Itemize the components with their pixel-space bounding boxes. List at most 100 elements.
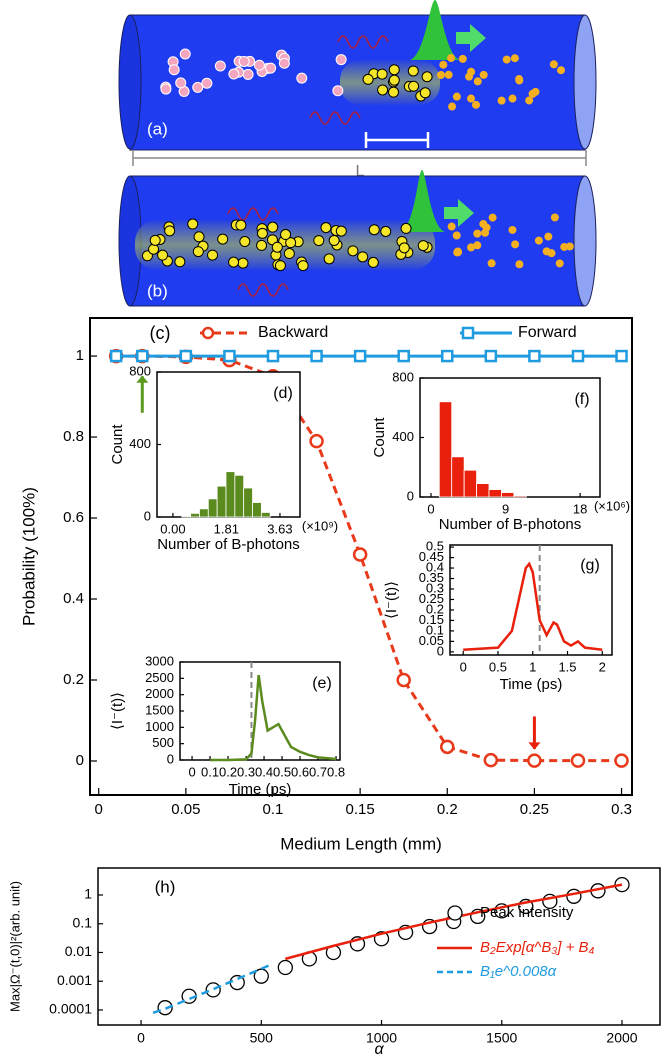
- particle: [320, 222, 332, 234]
- series-line: [463, 561, 603, 652]
- point: [527, 753, 542, 768]
- particle: [313, 235, 325, 247]
- particle: [550, 213, 559, 222]
- y-tick-label: 0.6: [63, 509, 84, 526]
- y-tick-label: 1: [76, 347, 84, 364]
- diagram-a: Lg (a) L: [118, 0, 597, 180]
- y-tick-label: 0.5: [426, 539, 444, 554]
- particle: [335, 54, 347, 66]
- particle: [388, 64, 400, 76]
- particle: [228, 68, 240, 80]
- x-tick-label: 0.2: [219, 764, 237, 779]
- x-tick-label: 1500: [486, 1030, 517, 1046]
- panel-label: (d): [273, 385, 293, 402]
- particle: [239, 236, 251, 248]
- y-tick-label: 0.1: [73, 914, 93, 930]
- y-tick-label: 0.01: [65, 943, 92, 959]
- point: [528, 349, 541, 363]
- y-tick-label: 2000: [145, 686, 174, 701]
- panel-label: (f): [574, 391, 589, 408]
- particle: [192, 81, 204, 93]
- x-tick-label: 1.81: [214, 521, 239, 536]
- bar: [501, 492, 515, 498]
- x-tick-label: 0.3: [237, 764, 255, 779]
- x-tick-label: 18: [573, 501, 587, 516]
- legend-label: Forward: [518, 324, 577, 341]
- x-tick-label: 1: [529, 659, 536, 674]
- particle: [488, 213, 497, 222]
- x-scale-label: (×10⁹): [302, 518, 338, 533]
- x-axis-label: Time (ps): [500, 676, 563, 693]
- panel: 0 0.1 0.2 0.3 0.4 0.5 0.6 0.7 0.8050010001500200…: [109, 653, 345, 798]
- legend-label: B₁e^0.008α: [480, 963, 557, 980]
- y-tick-label: 0.15: [419, 612, 444, 627]
- bar: [488, 489, 502, 498]
- particle: [256, 227, 268, 239]
- particle: [508, 94, 517, 103]
- panel-label: (g): [580, 557, 600, 574]
- point: [352, 547, 368, 562]
- y-tick-label: 0.25: [419, 591, 444, 606]
- particle: [148, 243, 160, 255]
- panel-label: (e): [312, 675, 332, 692]
- point: [179, 349, 193, 363]
- y-tick-label: 400: [129, 436, 151, 451]
- particle: [376, 68, 388, 80]
- x-axis-label: α: [374, 1041, 384, 1058]
- x-axis-label: Number of B-photons: [157, 536, 300, 553]
- particle: [467, 243, 476, 252]
- y-tick-label: 0: [407, 488, 414, 503]
- bar: [476, 483, 490, 498]
- legend-label: Backward: [258, 324, 328, 341]
- point: [309, 433, 324, 449]
- x-tick-label: 0.6: [291, 764, 309, 779]
- particle: [511, 240, 520, 249]
- y-tick-label: 0.2: [63, 671, 84, 688]
- legend-label: B₂Exp[α^B₃] + B₄: [480, 939, 595, 956]
- y-axis-label: Count: [371, 417, 388, 458]
- particle: [508, 225, 517, 234]
- panel: 0 500 1000 1500 2000 0.0001 0.001 0.01 0.1 1 α Max|…: [7, 867, 661, 1058]
- y-axis-label: ⟨I⁻(t)⟩: [383, 581, 400, 619]
- particle: [377, 84, 389, 96]
- particle: [187, 218, 199, 230]
- bar: [225, 471, 236, 518]
- particle: [149, 234, 161, 246]
- particle: [458, 54, 467, 63]
- x-tick-label: 0.1: [201, 764, 219, 779]
- point: [571, 349, 585, 363]
- x-scale-label: (×10⁶): [594, 498, 630, 513]
- particle: [328, 234, 340, 246]
- panel: 0.00 1.81 3.63 0 400 800 Number of B-photons Co…: [109, 363, 338, 553]
- particle: [157, 249, 169, 261]
- particle: [253, 59, 265, 71]
- y-tick-label: 0.8: [63, 428, 84, 445]
- x-tick-label: 0: [95, 801, 103, 818]
- particle: [473, 77, 482, 86]
- particle: [452, 231, 461, 240]
- particle: [407, 65, 419, 77]
- point: [310, 349, 323, 363]
- particle: [347, 245, 359, 257]
- x-tick-label: 0.05: [171, 801, 200, 818]
- x-axis-label: Medium Length (mm): [280, 834, 442, 853]
- y-axis-label: Max|Ω⁻(t,0)|²(arb. unit): [7, 881, 22, 1012]
- particle: [525, 96, 534, 105]
- panel-label: (b): [147, 281, 168, 300]
- particle: [367, 256, 379, 268]
- particle: [448, 102, 457, 111]
- y-tick-label: 1: [84, 886, 92, 902]
- bar: [207, 498, 218, 518]
- y-axis-label: Count: [109, 424, 126, 465]
- plot-frame: [449, 544, 613, 656]
- particle: [207, 249, 219, 261]
- legend-swatch: [201, 326, 215, 340]
- particle: [565, 242, 574, 251]
- particle: [481, 228, 490, 237]
- particle: [362, 73, 374, 85]
- point: [570, 753, 586, 768]
- x-tick-label: 1000: [366, 1030, 397, 1046]
- particle: [510, 54, 519, 63]
- y-tick-label: 2500: [145, 670, 174, 685]
- particle: [335, 225, 347, 237]
